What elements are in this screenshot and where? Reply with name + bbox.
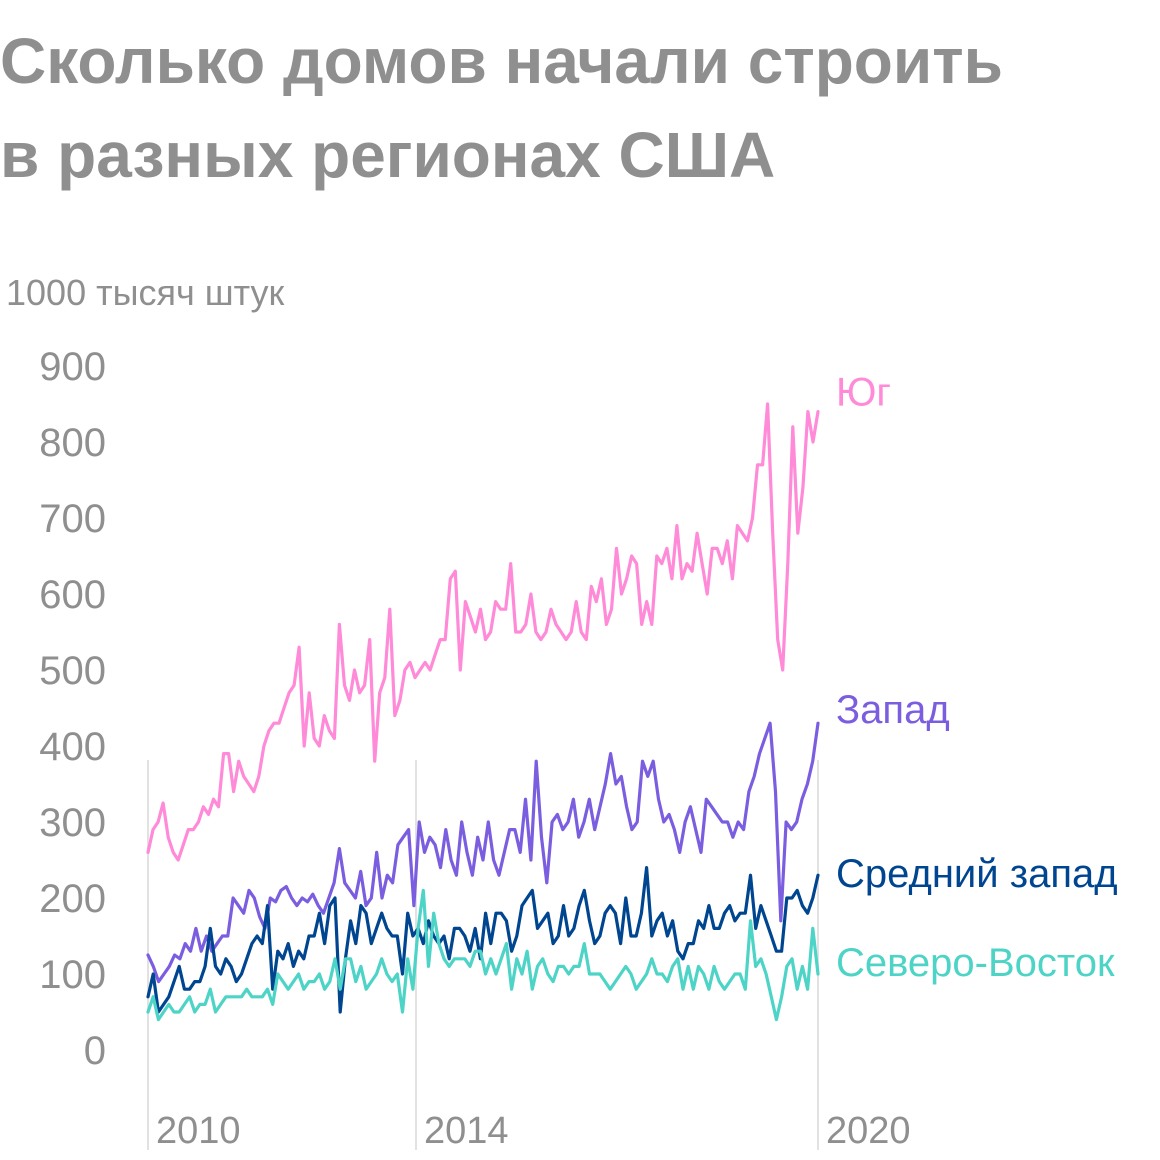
series-line-3 <box>146 888 820 1022</box>
series-layer <box>146 402 820 1022</box>
y-tick-label-800: 800 <box>39 421 106 465</box>
x-tick-label-2010: 2010 <box>156 1110 241 1152</box>
y-tick-label-0: 0 <box>84 1029 106 1073</box>
chart-title-line-2: в разных регионах США <box>0 119 776 191</box>
series-label-1: Запад <box>836 688 950 732</box>
y-tick-label-300: 300 <box>39 801 106 845</box>
x-tick-label-2020: 2020 <box>826 1110 911 1152</box>
series-line-1 <box>146 721 820 984</box>
chart-title: Сколько домов начали строить в разных ре… <box>0 14 1150 202</box>
series-line-0 <box>146 402 820 862</box>
y-tick-label-600: 600 <box>39 573 106 617</box>
series-label-0: Юг <box>836 371 891 415</box>
y-tick-label-700: 700 <box>39 497 106 541</box>
series-line-2 <box>146 865 820 1014</box>
y-tick-label-200: 200 <box>39 877 106 921</box>
series-label-2: Средний запад <box>836 852 1118 896</box>
y-axis-unit-label: 1000 тысяч штук <box>6 272 284 313</box>
series-label-3: Северо-Восток <box>836 941 1115 985</box>
y-tick-label-900: 900 <box>39 345 106 389</box>
series-labels: Юг Запад Средний запад Северо-Восток <box>836 371 1118 985</box>
x-axis: 2010 2014 2020 <box>156 1110 911 1152</box>
y-axis: 0 100 200 300 400 500 600 700 800 900 <box>39 345 106 1073</box>
y-tick-label-400: 400 <box>39 725 106 769</box>
y-tick-label-500: 500 <box>39 649 106 693</box>
chart-title-line-1: Сколько домов начали строить <box>0 25 1003 97</box>
y-tick-label-100: 100 <box>39 953 106 997</box>
x-tick-label-2014: 2014 <box>424 1110 509 1152</box>
